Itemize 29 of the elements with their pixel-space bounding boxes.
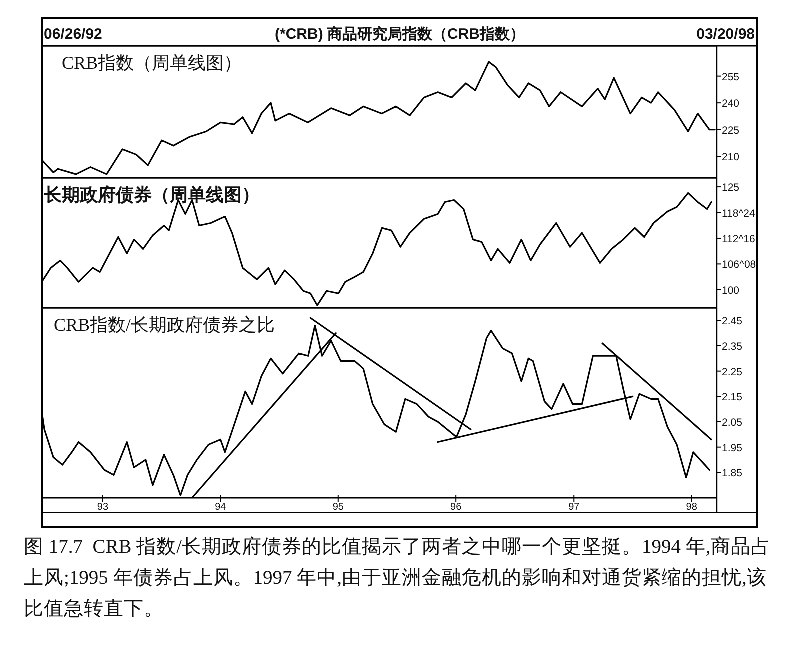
y-tick-label: 2.45 — [722, 316, 743, 328]
x-tick-label: 93 — [97, 502, 109, 513]
y-tick-label: 118^24 — [722, 208, 756, 220]
x-tick-label: 96 — [450, 502, 462, 513]
y-tick-label: 2.35 — [722, 341, 743, 353]
y-tick-label: 2.05 — [722, 417, 743, 429]
y-tick-label: 1.85 — [722, 468, 743, 480]
y-tick-label: 100 — [722, 284, 740, 297]
y-tick-label: 112^16 — [722, 233, 756, 246]
chart-subtitle: 长期政府债券（周单线图） — [43, 185, 260, 205]
y-tick-label: 106^08 — [722, 259, 756, 272]
text: 06/26/92 — [44, 26, 102, 43]
caption: 图 17.7 CRB 指数/长期政府债券的比值揭示了两者之中哪一个更坚挺。1994 年,商品占上风;1995 年债券占上风。1997 年中,由于亚洲金融危机的影响和对通货紧缩的担忧,该比值急转直下。 — [24, 536, 772, 622]
y-tick-label: 125 — [722, 182, 740, 194]
y-tick-label: 2.25 — [722, 366, 743, 378]
x-tick-label: 94 — [215, 502, 227, 513]
x-tick-label: 97 — [568, 502, 580, 513]
chart-subtitle: CRB指数/长期政府债券之比 — [54, 315, 276, 335]
y-tick-label: 210 — [722, 152, 740, 164]
chart-subtitle: CRB指数（周单线图） — [62, 53, 242, 73]
y-tick-label: 2.15 — [722, 392, 743, 404]
x-tick-label: 95 — [332, 502, 344, 513]
x-tick-label: 98 — [686, 502, 698, 513]
y-tick-label: 225 — [722, 124, 740, 137]
text: 03/20/98 — [696, 26, 755, 43]
y-tick-label: 1.95 — [722, 442, 743, 454]
chart-title: (*CRB) 商品研究局指数（CRB指数） — [275, 25, 525, 43]
y-tick-label: 240 — [722, 98, 740, 110]
y-tick-label: 255 — [722, 71, 740, 84]
